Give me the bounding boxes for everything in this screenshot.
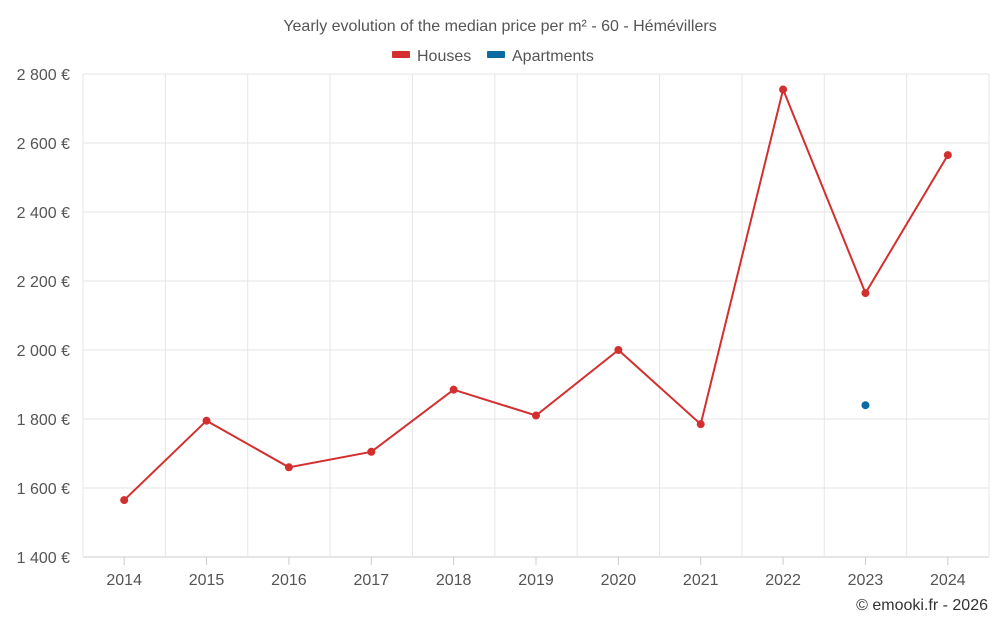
legend-item-houses[interactable]: Houses: [392, 48, 471, 65]
x-tick-label: 2022: [765, 572, 801, 589]
y-tick-label: 2 000 €: [17, 343, 70, 360]
series-group: [120, 85, 952, 505]
y-tick-label: 1 800 €: [17, 412, 70, 429]
x-axis-ticks: 2014 2015 2016 2017 2018 2019 2020 2021 2022 2023…: [106, 557, 966, 589]
data-point-houses[interactable]: [202, 416, 211, 425]
x-tick-label: 2020: [601, 572, 637, 589]
data-point-houses[interactable]: [696, 420, 705, 429]
y-tick-label: 2 200 €: [17, 274, 70, 291]
x-tick-label: 2015: [189, 572, 225, 589]
data-point-houses[interactable]: [861, 289, 870, 298]
legend-label: Houses: [417, 48, 471, 65]
x-tick-label: 2014: [106, 572, 142, 589]
data-point-houses[interactable]: [779, 85, 788, 94]
grid-lines: [82, 73, 990, 558]
y-tick-label: 2 600 €: [17, 136, 70, 153]
data-point-houses[interactable]: [532, 411, 540, 420]
y-axis-ticks: 1 400 € 1 600 € 1 800 € 2 000 € 2 200 € 2 400…: [17, 67, 70, 567]
data-point-apartments[interactable]: [861, 401, 870, 410]
y-tick-label: 1 600 €: [17, 481, 70, 498]
y-tick-label: 1 400 €: [17, 550, 70, 567]
legend: Houses Apartments: [392, 48, 594, 65]
y-tick-label: 2 400 €: [17, 205, 70, 222]
x-tick-label: 2021: [683, 572, 719, 589]
data-point-houses[interactable]: [449, 385, 458, 394]
x-tick-label: 2024: [930, 572, 966, 589]
x-tick-label: 2016: [271, 572, 307, 589]
x-tick-label: 2019: [518, 572, 554, 589]
legend-item-apartments[interactable]: Apartments: [487, 48, 594, 65]
legend-swatch: [487, 51, 505, 58]
credit-text: © emooki.fr - 2026: [856, 597, 988, 614]
legend-swatch: [392, 51, 410, 58]
chart-title: Yearly evolution of the median price per…: [283, 18, 716, 35]
x-tick-label: 2017: [353, 572, 389, 589]
data-point-houses[interactable]: [284, 463, 293, 472]
data-point-houses[interactable]: [367, 447, 376, 456]
y-tick-label: 2 800 €: [17, 67, 70, 84]
data-point-houses[interactable]: [614, 346, 623, 354]
x-tick-label: 2023: [848, 572, 884, 589]
x-tick-label: 2018: [436, 572, 472, 589]
legend-label: Apartments: [512, 48, 594, 65]
data-point-houses[interactable]: [943, 151, 952, 160]
data-point-houses[interactable]: [120, 496, 129, 505]
